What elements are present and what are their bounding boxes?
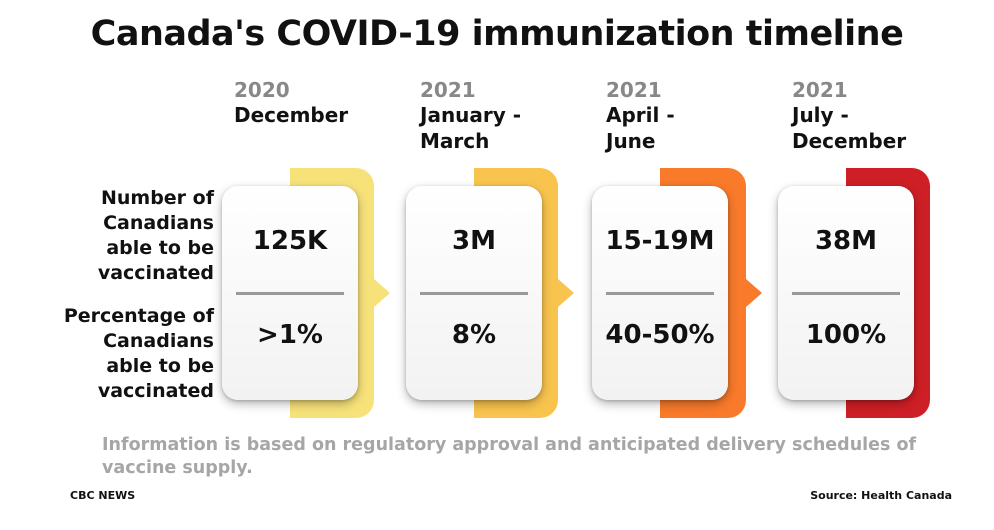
percent-value-1: >1%: [257, 320, 323, 350]
period-header-3: 2021 April - June: [606, 78, 776, 154]
period-label-3: April - June: [606, 103, 675, 153]
count-value-2: 3M: [452, 226, 496, 256]
period-card-4: 38M 100%: [778, 186, 914, 400]
credit-left: CBC NEWS: [70, 489, 136, 502]
period-label-2: January - March: [420, 103, 522, 153]
arrow-icon-3: [746, 279, 762, 307]
period-year-3: 2021: [606, 78, 662, 102]
row-label-percent: Percentage of Canadians able to be vacci…: [63, 305, 214, 402]
row-label-count: Number of Canadians able to be vaccinate…: [97, 187, 214, 284]
chart-title: Canada's COVID-19 immunization timeline: [90, 14, 904, 54]
period-card-3: 15-19M 40-50%: [592, 186, 728, 400]
card-divider: [606, 292, 714, 295]
period-year-2: 2021: [420, 78, 476, 102]
period-header-2: 2021 January - March: [420, 78, 590, 154]
period-header-4: 2021 July - December: [792, 78, 962, 154]
period-card-1: 125K >1%: [222, 186, 358, 400]
card-divider: [792, 292, 900, 295]
source-credit: Source: Health Canada: [810, 489, 952, 502]
percent-value-2: 8%: [451, 320, 497, 350]
period-year-1: 2020: [234, 78, 290, 102]
period-header-1: 2020 December: [234, 78, 404, 128]
percent-value-4: 100%: [805, 320, 887, 350]
period-label-1: December: [234, 103, 349, 127]
period-label-4: July - December: [792, 103, 907, 153]
count-value-3: 15-19M: [605, 226, 715, 256]
card-divider: [236, 292, 344, 295]
card-divider: [420, 292, 528, 295]
count-value-4: 38M: [814, 226, 878, 256]
period-year-4: 2021: [792, 78, 848, 102]
count-value-1: 125K: [252, 226, 328, 256]
period-card-2: 3M 8%: [406, 186, 542, 400]
arrow-icon-1: [374, 279, 390, 307]
percent-value-3: 40-50%: [605, 320, 715, 350]
footnote: Information is based on regulatory appro…: [102, 435, 917, 478]
arrow-icon-2: [558, 279, 574, 307]
